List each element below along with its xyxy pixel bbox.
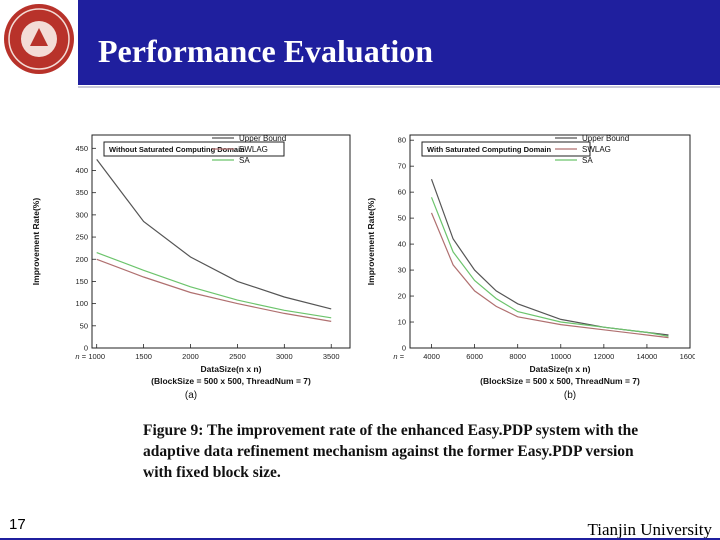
y-tick-label: 0 — [84, 344, 88, 353]
x-tick-label: 2000 — [182, 352, 199, 361]
plot-frame — [409, 134, 691, 349]
y-tick-label: 80 — [398, 136, 406, 145]
title-banner — [78, 0, 720, 85]
legend-entry: SA — [582, 156, 593, 165]
panel-label: (a) — [185, 390, 197, 401]
annotation-box — [103, 141, 285, 157]
x-tick-label: 12000 — [593, 352, 614, 361]
y-axis-label: Improvement Rate(%) — [366, 198, 376, 286]
banner-divider — [78, 86, 720, 88]
y-tick-label: 150 — [75, 277, 88, 286]
plot-frame — [91, 134, 351, 349]
series-line-swlag — [96, 258, 332, 322]
y-tick-label: 20 — [398, 292, 406, 301]
y-tick-label: 50 — [80, 321, 88, 330]
series-line-upper-bound — [96, 159, 332, 310]
y-tick-label: 10 — [398, 318, 406, 327]
x-tick-label: 2500 — [229, 352, 246, 361]
y-axis-label: Improvement Rate(%) — [31, 198, 41, 286]
y-tick-label: 300 — [75, 210, 88, 219]
legend-entry: Upper Bound — [239, 134, 286, 143]
x-axis-sublabel: (BlockSize = 500 x 500, ThreadNum = 7) — [480, 376, 640, 386]
legend-entry: Upper Bound — [582, 134, 629, 143]
x-axis-label: DataSize(n x n) — [530, 364, 591, 374]
university-seal-logo — [4, 4, 74, 74]
chart-a: 0 50 100 150 200 250 300 350 400 450 1000 1500 2000 2… — [31, 134, 351, 401]
x-tick-label: 10000 — [550, 352, 571, 361]
y-tick-label: 350 — [75, 188, 88, 197]
slide-header: Performance Evaluation — [0, 0, 720, 88]
panel-label: (b) — [564, 390, 576, 401]
y-tick-label: 0 — [402, 344, 406, 353]
annotation-label: With Saturated Computing Domain — [427, 145, 552, 154]
x-axis-sublabel: (BlockSize = 500 x 500, ThreadNum = 7) — [151, 376, 311, 386]
y-tick-label: 70 — [398, 162, 406, 171]
slide-title: Performance Evaluation — [98, 33, 434, 69]
y-tick-label: 30 — [398, 266, 406, 275]
legend-entry: SWLAG — [239, 145, 268, 154]
y-tick-label: 400 — [75, 166, 88, 175]
y-tick-label: 100 — [75, 299, 88, 308]
y-tick-label: 60 — [398, 188, 406, 197]
legend-entry: SA — [239, 156, 250, 165]
series-line-sa — [430, 197, 669, 337]
x-tick-label: 4000 — [423, 352, 440, 361]
x-prefix-label: n = — [75, 352, 86, 361]
annotation-label: Without Saturated Computing Domain — [109, 145, 245, 154]
chart-b: 0 10 20 30 40 50 60 70 80 4000 6000 8000 10000 12000 1… — [366, 134, 695, 401]
y-tick-label: 250 — [75, 233, 88, 242]
footer-institution: Tianjin University — [587, 520, 712, 539]
footer-divider — [0, 538, 720, 540]
x-tick-label: 8000 — [509, 352, 526, 361]
y-tick-label: 40 — [398, 240, 406, 249]
y-tick-label: 200 — [75, 255, 88, 264]
series-line-swlag — [430, 212, 669, 339]
x-tick-label: 16000 — [680, 352, 695, 361]
x-prefix-label: n = — [393, 352, 404, 361]
x-tick-label: 3000 — [276, 352, 293, 361]
y-tick-label: 450 — [75, 144, 88, 153]
x-tick-label: 1000 — [88, 352, 105, 361]
annotation-box — [421, 141, 591, 157]
x-tick-label: 6000 — [466, 352, 483, 361]
y-tick-label: 50 — [398, 214, 406, 223]
x-tick-label: 3500 — [323, 352, 340, 361]
legend-entry: SWLAG — [582, 145, 611, 154]
series-line-sa — [96, 252, 332, 319]
x-tick-label: 1500 — [135, 352, 152, 361]
page-number: 17 — [9, 516, 26, 533]
figure-caption: Figure 9: The improvement rate of the en… — [143, 422, 639, 481]
x-tick-label: 14000 — [636, 352, 657, 361]
x-axis-label: DataSize(n x n) — [201, 364, 262, 374]
